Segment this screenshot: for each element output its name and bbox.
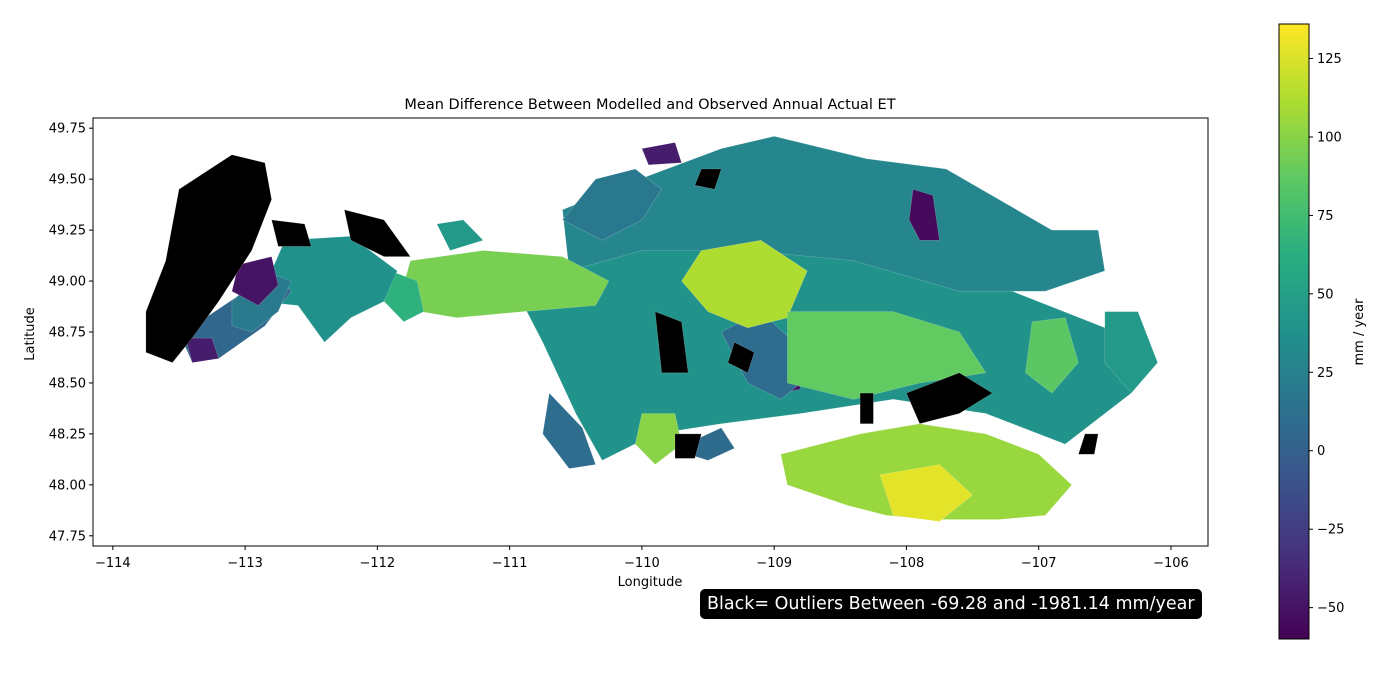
region-28 bbox=[694, 168, 722, 190]
colorbar-tick-label: 75 bbox=[1317, 209, 1334, 224]
region-18 bbox=[681, 240, 808, 329]
region-33 bbox=[674, 433, 702, 459]
region-3 bbox=[562, 168, 662, 241]
region-27 bbox=[344, 209, 411, 257]
y-tick-label: 49.75 bbox=[49, 122, 86, 137]
region-29 bbox=[654, 311, 689, 374]
region-11 bbox=[231, 256, 279, 306]
y-tick-label: 48.25 bbox=[49, 427, 86, 442]
y-tick-label: 47.75 bbox=[49, 529, 86, 544]
colorbar-tick-label: −25 bbox=[1317, 523, 1344, 538]
x-tick-label: −113 bbox=[227, 556, 263, 571]
chart-title: Mean Difference Between Modelled and Obs… bbox=[404, 97, 895, 113]
region-31 bbox=[859, 392, 874, 424]
region-14 bbox=[908, 189, 940, 241]
y-tick-label: 49.00 bbox=[49, 275, 86, 290]
colorbar bbox=[1278, 23, 1310, 640]
region-4 bbox=[542, 392, 596, 469]
colorbar-ticks: −50 −25 0 25 50 75 100 125 bbox=[1309, 52, 1344, 616]
x-tick-label: −112 bbox=[360, 556, 396, 571]
y-tick-label: 48.00 bbox=[49, 478, 86, 493]
region-23 bbox=[1025, 317, 1079, 394]
x-tick-label: −106 bbox=[1153, 556, 1189, 571]
region-34 bbox=[1078, 433, 1099, 455]
colorbar-tick-label: 100 bbox=[1317, 130, 1342, 145]
colorbar-tick-label: 25 bbox=[1317, 366, 1334, 381]
colorbar-tick-label: −50 bbox=[1317, 601, 1344, 616]
x-tick-label: −114 bbox=[95, 556, 131, 571]
colorbar-tick-label: 50 bbox=[1317, 287, 1334, 302]
x-tick-label: −109 bbox=[756, 556, 792, 571]
y-tick-label: 49.50 bbox=[49, 173, 86, 188]
region-8 bbox=[436, 219, 484, 251]
x-axis: −114 −113 −112 −111 −110 −109 −108 −107 −106 bbox=[95, 546, 1189, 571]
region-12 bbox=[185, 337, 219, 363]
x-tick-label: −108 bbox=[889, 556, 925, 571]
region-22 bbox=[879, 464, 973, 522]
colorbar-label: mm / year bbox=[1352, 298, 1367, 366]
x-tick-label: −107 bbox=[1021, 556, 1057, 571]
x-tick-label: −111 bbox=[492, 556, 528, 571]
x-tick-label: −110 bbox=[624, 556, 660, 571]
y-tick-label: 48.75 bbox=[49, 326, 86, 341]
region-26 bbox=[271, 219, 312, 247]
region-15 bbox=[641, 142, 682, 166]
colorbar-tick-label: 0 bbox=[1317, 444, 1325, 459]
map-regions bbox=[145, 136, 1158, 522]
outlier-annotation: Black= Outliers Between -69.28 and -1981… bbox=[700, 589, 1202, 619]
x-axis-label: Longitude bbox=[618, 575, 683, 590]
colorbar-tick-label: 125 bbox=[1317, 52, 1342, 67]
y-tick-label: 49.25 bbox=[49, 224, 86, 239]
y-axis: 47.75 48.00 48.25 48.50 48.75 49.00 49.25 49.50… bbox=[49, 122, 93, 544]
region-20 bbox=[635, 413, 682, 465]
region-25 bbox=[145, 154, 272, 363]
region-24 bbox=[1104, 311, 1158, 394]
y-tick-label: 48.50 bbox=[49, 376, 86, 391]
y-axis-label: Latitude bbox=[23, 307, 38, 361]
region-32 bbox=[727, 341, 755, 374]
region-30 bbox=[906, 372, 993, 424]
